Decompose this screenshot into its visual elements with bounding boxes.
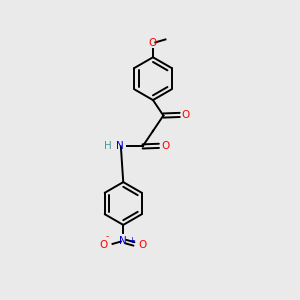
Text: O: O [139, 240, 147, 250]
Text: O: O [100, 240, 108, 250]
Text: N: N [119, 236, 127, 246]
Text: O: O [161, 141, 169, 151]
Text: -: - [106, 232, 109, 241]
Text: H: H [104, 141, 112, 152]
Text: +: + [128, 236, 135, 244]
Text: O: O [182, 110, 190, 120]
Text: N: N [116, 141, 124, 152]
Text: O: O [149, 38, 157, 48]
